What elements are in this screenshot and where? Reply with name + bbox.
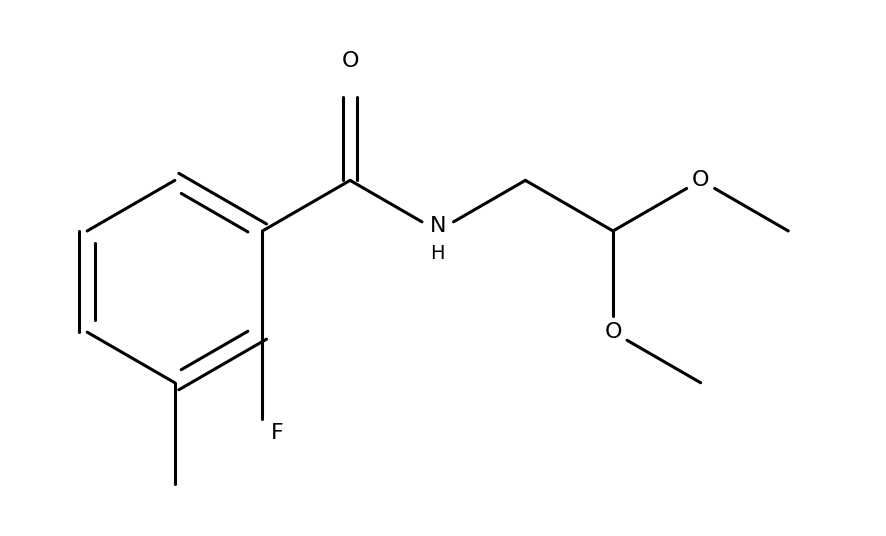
Text: F: F (270, 423, 284, 443)
Text: O: O (692, 170, 710, 190)
Text: O: O (604, 322, 622, 342)
Text: O: O (341, 51, 359, 71)
Text: N: N (430, 216, 446, 236)
Text: H: H (431, 244, 445, 263)
